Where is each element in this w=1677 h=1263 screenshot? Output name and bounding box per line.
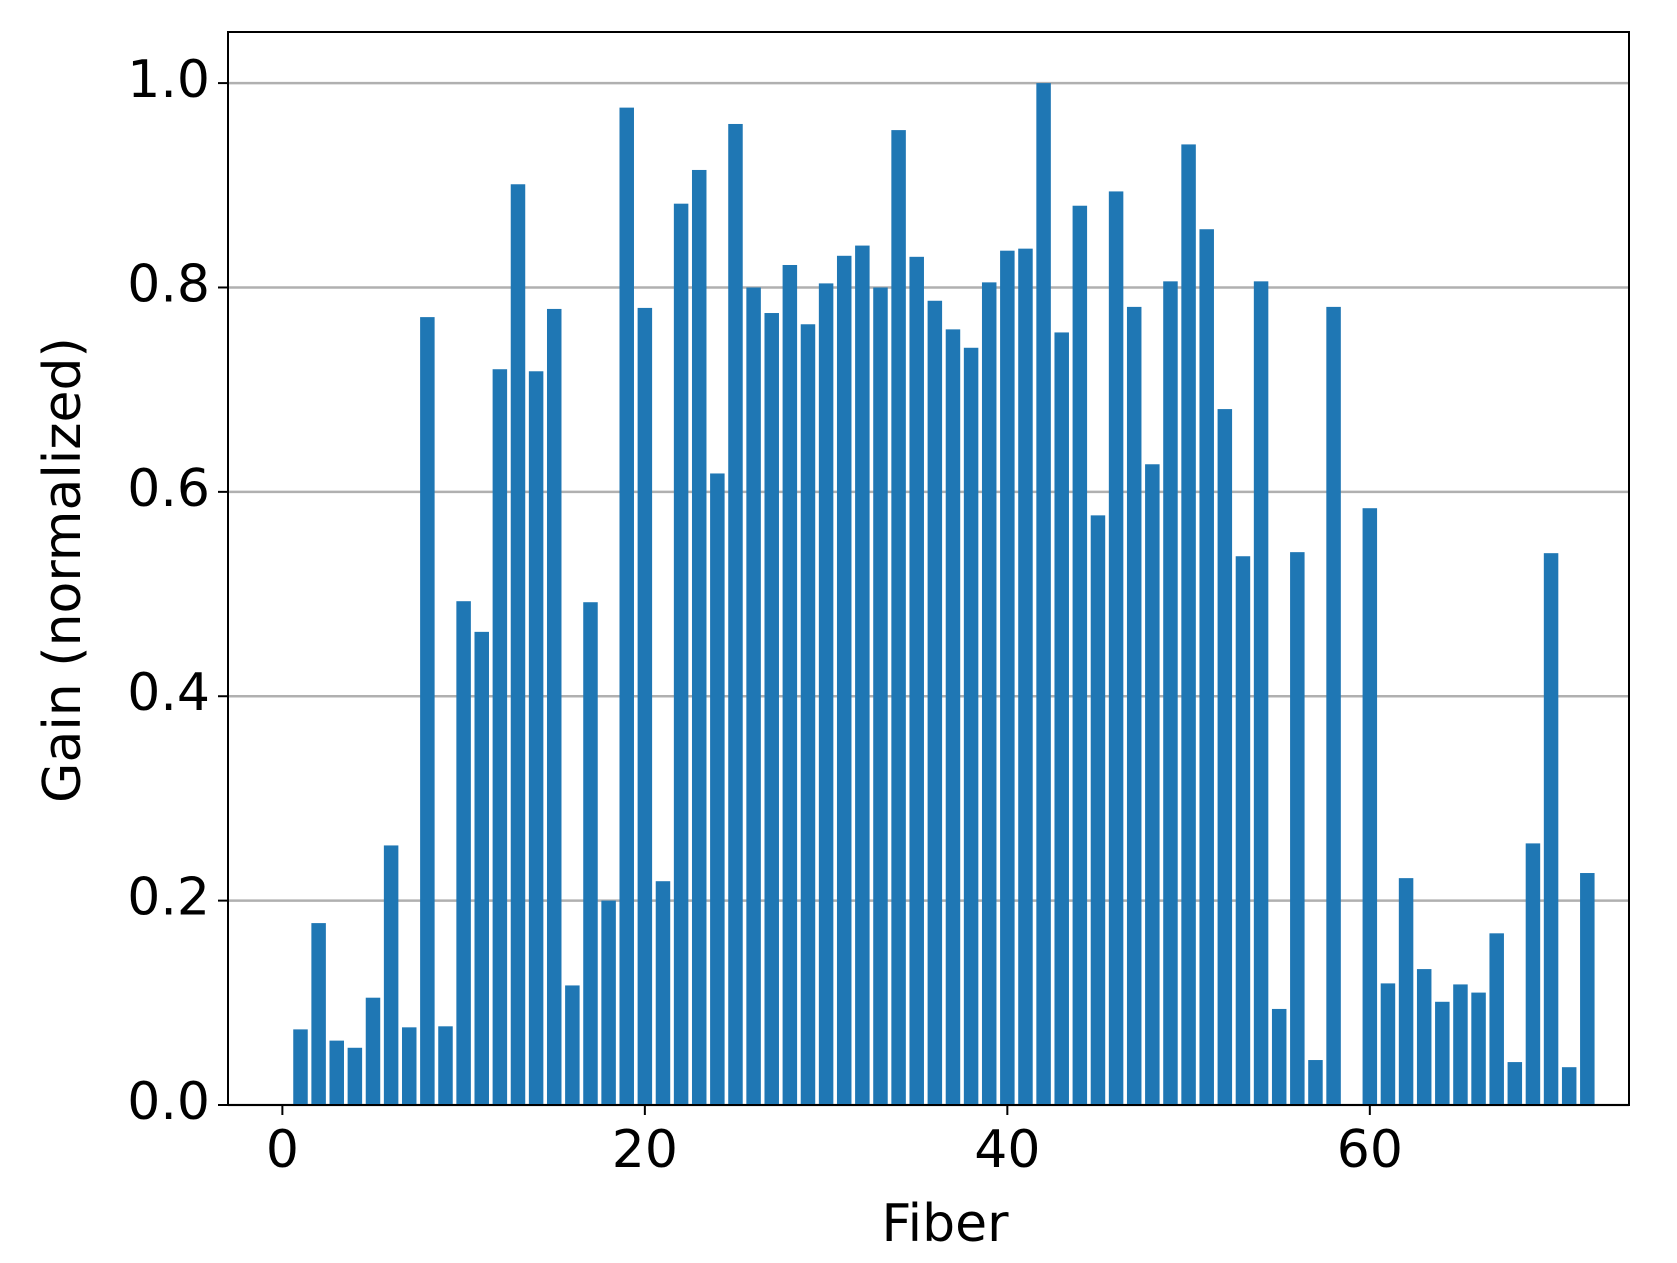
bar	[1290, 552, 1305, 1105]
y-tick-label: 0.4	[127, 663, 210, 723]
bar	[1308, 1060, 1323, 1105]
y-tick-label: 0.0	[127, 1072, 210, 1132]
y-tick-label: 0.2	[127, 868, 210, 928]
bar	[601, 900, 616, 1105]
bar	[836, 255, 852, 1106]
bar	[456, 601, 471, 1105]
bar	[510, 184, 526, 1106]
bar	[855, 245, 870, 1105]
bar	[1108, 191, 1124, 1106]
bar	[347, 1047, 363, 1105]
bar	[1471, 992, 1486, 1105]
bar	[401, 1027, 417, 1105]
bar	[365, 997, 381, 1105]
bar	[1090, 515, 1106, 1105]
bar	[963, 347, 979, 1106]
bar	[1036, 83, 1051, 1106]
bar	[1580, 873, 1595, 1105]
bar	[1326, 306, 1341, 1105]
bar	[1018, 248, 1033, 1106]
x-tick-label: 40	[974, 1120, 1040, 1180]
y-tick-label: 0.8	[127, 254, 210, 314]
bar	[909, 256, 924, 1105]
bar	[1543, 553, 1559, 1105]
bar	[1525, 843, 1541, 1105]
bar	[945, 329, 961, 1106]
x-tick-label: 0	[266, 1120, 299, 1180]
bar	[637, 307, 653, 1105]
bar	[1253, 281, 1269, 1106]
bar	[1271, 1008, 1287, 1105]
bar	[1217, 409, 1233, 1105]
bar	[1416, 969, 1432, 1105]
x-axis-label: Fiber	[882, 1194, 1010, 1254]
bar	[691, 169, 707, 1105]
bar	[438, 1026, 453, 1105]
y-axis-label: Gain (normalized)	[33, 337, 93, 803]
bar	[1398, 878, 1414, 1105]
bar	[1054, 332, 1069, 1105]
bar	[891, 130, 906, 1106]
bar	[673, 203, 689, 1105]
bar	[329, 1040, 344, 1105]
x-tick-label: 20	[612, 1120, 678, 1180]
bar	[764, 313, 779, 1105]
bar	[1453, 984, 1468, 1105]
bar	[528, 371, 544, 1106]
bar	[782, 264, 798, 1106]
bar	[1199, 229, 1214, 1106]
bar	[583, 602, 598, 1105]
bar	[981, 282, 997, 1105]
y-tick-label: 1.0	[127, 50, 210, 110]
bar	[474, 631, 489, 1105]
bar	[1561, 1067, 1577, 1105]
bar	[546, 308, 562, 1106]
bar	[420, 317, 435, 1105]
bar	[293, 1029, 308, 1105]
bar	[1507, 1062, 1523, 1105]
bar	[619, 107, 634, 1105]
bar	[873, 287, 888, 1105]
bar	[383, 845, 399, 1105]
bar	[818, 283, 834, 1106]
bar	[565, 985, 580, 1105]
bar	[492, 369, 508, 1105]
bar	[1163, 281, 1178, 1106]
bar	[927, 300, 943, 1105]
plot-frame	[227, 31, 1630, 1106]
x-tick-label: 60	[1337, 1120, 1403, 1180]
bar	[1126, 306, 1142, 1105]
bar	[746, 287, 761, 1105]
bar	[1380, 983, 1396, 1105]
bar	[1000, 250, 1015, 1105]
bar	[1072, 205, 1088, 1105]
bar	[710, 473, 725, 1105]
bar	[1362, 508, 1378, 1105]
bar	[1489, 933, 1504, 1105]
bar	[800, 324, 816, 1105]
bar	[1181, 144, 1196, 1105]
bar	[1145, 464, 1160, 1105]
bar	[655, 881, 671, 1105]
bar	[1235, 556, 1251, 1105]
bar	[728, 123, 743, 1105]
y-tick-label: 0.6	[127, 459, 210, 519]
bar	[1435, 1001, 1450, 1105]
bar	[311, 923, 326, 1105]
